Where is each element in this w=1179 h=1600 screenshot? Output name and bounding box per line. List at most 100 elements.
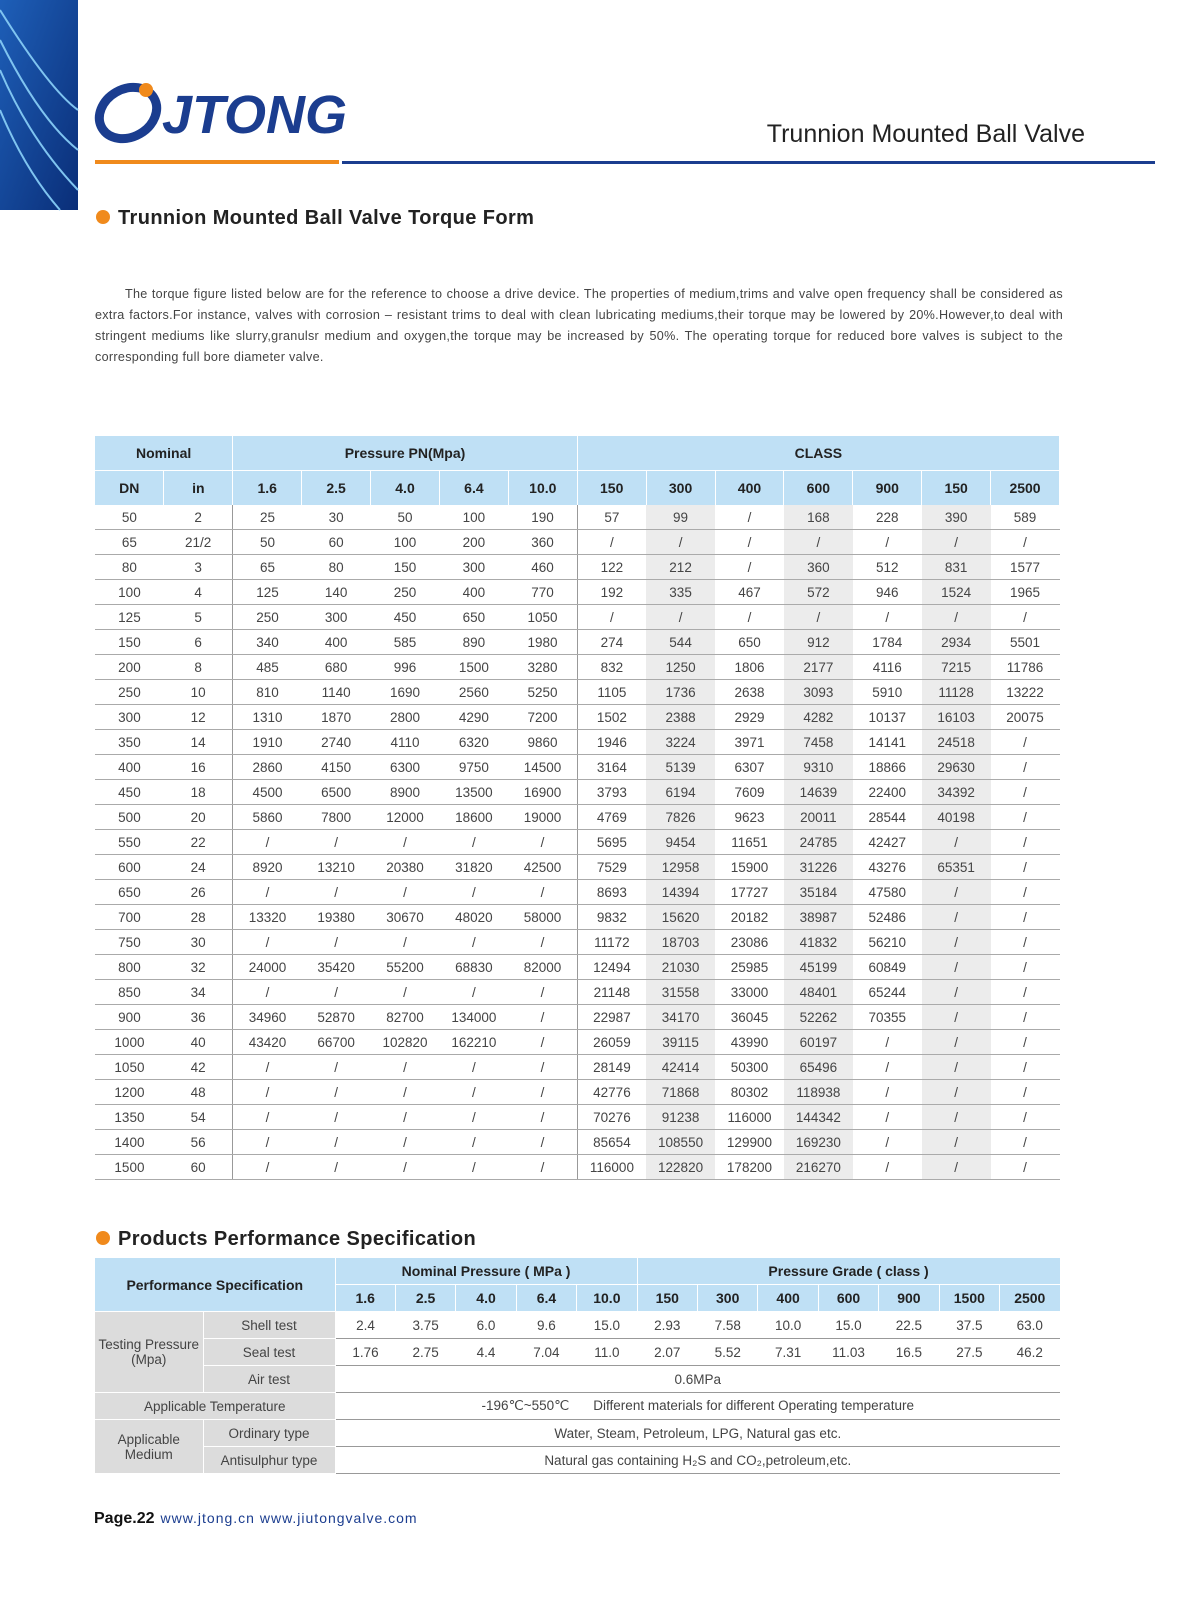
table-cell: 890 bbox=[439, 629, 509, 655]
table-cell: 8900 bbox=[370, 779, 440, 805]
table-cell: 450 bbox=[95, 779, 164, 805]
spec-value: 16.5 bbox=[878, 1338, 940, 1366]
table-cell: / bbox=[921, 1029, 991, 1055]
table-cell: 5250 bbox=[508, 679, 578, 705]
table-cell: 4110 bbox=[370, 729, 440, 755]
table-cell: / bbox=[646, 529, 716, 555]
table-cell: 1870 bbox=[301, 704, 371, 730]
table-cell: 3971 bbox=[715, 729, 784, 755]
table-cell: 360 bbox=[508, 529, 578, 555]
table-cell: / bbox=[990, 1054, 1060, 1080]
table-cell: 3224 bbox=[646, 729, 716, 755]
table-cell: 12 bbox=[163, 704, 234, 730]
table-cell: 108550 bbox=[646, 1129, 716, 1155]
table-cell: 6 bbox=[163, 629, 234, 655]
spec-row: Applicable Temperature -196℃~550℃ Differen… bbox=[95, 1392, 1061, 1420]
table-cell: / bbox=[232, 929, 302, 955]
table-cell: 5695 bbox=[577, 829, 647, 855]
table-cell: 82000 bbox=[508, 954, 578, 980]
group-header: Pressure PN(Mpa) bbox=[232, 436, 578, 471]
table-cell: 810 bbox=[232, 679, 302, 705]
spec-row: Air test 0.6MPa bbox=[95, 1365, 1061, 1393]
table-cell: 1200 bbox=[95, 1079, 164, 1105]
table-cell: / bbox=[508, 929, 578, 955]
table-cell: / bbox=[921, 929, 991, 955]
table-cell: 4769 bbox=[577, 804, 647, 830]
table-cell: 2388 bbox=[646, 704, 716, 730]
table-cell: 832 bbox=[577, 654, 647, 680]
table-cell: / bbox=[852, 604, 922, 630]
group-label: Testing Pressure (Mpa) bbox=[95, 1311, 204, 1393]
table-cell: 80 bbox=[301, 554, 371, 580]
table-cell: 65244 bbox=[852, 979, 922, 1005]
table-cell: 10 bbox=[163, 679, 234, 705]
table-cell: 125 bbox=[232, 579, 302, 605]
table-cell: / bbox=[232, 1104, 302, 1130]
column-header: 1.6 bbox=[335, 1284, 396, 1312]
orange-rule bbox=[95, 160, 339, 164]
table-cell: 192 bbox=[577, 579, 647, 605]
table-cell: 30670 bbox=[370, 904, 440, 930]
table-cell: 7826 bbox=[646, 804, 716, 830]
table-cell: 1577 bbox=[990, 554, 1060, 580]
column-header: 2.5 bbox=[301, 470, 372, 505]
table-cell: 20 bbox=[163, 804, 234, 830]
column-header: 4.0 bbox=[370, 470, 440, 505]
table-cell: 9860 bbox=[508, 729, 578, 755]
spec-value: 6.0 bbox=[455, 1311, 517, 1339]
table-cell: 946 bbox=[852, 579, 922, 605]
table-cell: / bbox=[232, 1054, 302, 1080]
table-cell: 52870 bbox=[301, 1004, 371, 1030]
table-cell: 116000 bbox=[577, 1154, 647, 1180]
group-header-row: Performance Specification Nominal Pressur… bbox=[95, 1258, 1061, 1312]
table-cell: 56210 bbox=[852, 929, 922, 955]
table-cell: 150 bbox=[95, 629, 164, 655]
table-cell: 9832 bbox=[577, 904, 647, 930]
group-header-row: Nominal Pressure PN(Mpa) CLASS bbox=[95, 436, 1061, 471]
table-cell: / bbox=[990, 929, 1060, 955]
table-cell: 54 bbox=[163, 1104, 234, 1130]
column-header: 150 bbox=[577, 470, 647, 505]
table-cell: 134000 bbox=[439, 1004, 509, 1030]
row-label: Seal test bbox=[203, 1338, 336, 1366]
table-cell: 680 bbox=[301, 654, 371, 680]
table-cell: 21148 bbox=[577, 979, 647, 1005]
table-cell: 1690 bbox=[370, 679, 440, 705]
table-cell: / bbox=[439, 1129, 509, 1155]
table-cell: 65351 bbox=[921, 854, 991, 880]
table-cell: 212 bbox=[646, 554, 716, 580]
table-cell: 15900 bbox=[715, 854, 784, 880]
table-cell: 200 bbox=[95, 654, 164, 680]
table-cell: 572 bbox=[783, 579, 853, 605]
table-cell: 57 bbox=[577, 505, 647, 530]
table-cell: 82700 bbox=[370, 1004, 440, 1030]
table-cell: 80 bbox=[95, 554, 164, 580]
table-cell: 13500 bbox=[439, 779, 509, 805]
table-cell: 8920 bbox=[232, 854, 302, 880]
table-cell: 50 bbox=[370, 505, 440, 530]
table-cell: 41832 bbox=[783, 929, 853, 955]
spec-value: 5.52 bbox=[697, 1338, 758, 1366]
table-cell: 5 bbox=[163, 604, 234, 630]
table-cell: 8 bbox=[163, 654, 234, 680]
column-header: 6.4 bbox=[439, 470, 509, 505]
row-label: Applicable Temperature bbox=[95, 1392, 336, 1420]
table-cell: 85654 bbox=[577, 1129, 647, 1155]
table-cell: 26 bbox=[163, 879, 234, 905]
table-cell: 18703 bbox=[646, 929, 716, 955]
table-cell: 33000 bbox=[715, 979, 784, 1005]
table-cell: 18 bbox=[163, 779, 234, 805]
table-cell: 1502 bbox=[577, 704, 647, 730]
table-cell: 91238 bbox=[646, 1104, 716, 1130]
blue-rule bbox=[342, 161, 1155, 164]
table-cell: 70276 bbox=[577, 1104, 647, 1130]
table-cell: / bbox=[852, 529, 922, 555]
table-cell: 34960 bbox=[232, 1004, 302, 1030]
table-cell: 47580 bbox=[852, 879, 922, 905]
table-cell: 18600 bbox=[439, 804, 509, 830]
table-cell: 19000 bbox=[508, 804, 578, 830]
table-cell: / bbox=[990, 879, 1060, 905]
spec-value: Natural gas containing H₂S and CO₂,petro… bbox=[335, 1446, 1061, 1474]
spec-value: 10.0 bbox=[757, 1311, 819, 1339]
column-header: 4.0 bbox=[455, 1284, 517, 1312]
